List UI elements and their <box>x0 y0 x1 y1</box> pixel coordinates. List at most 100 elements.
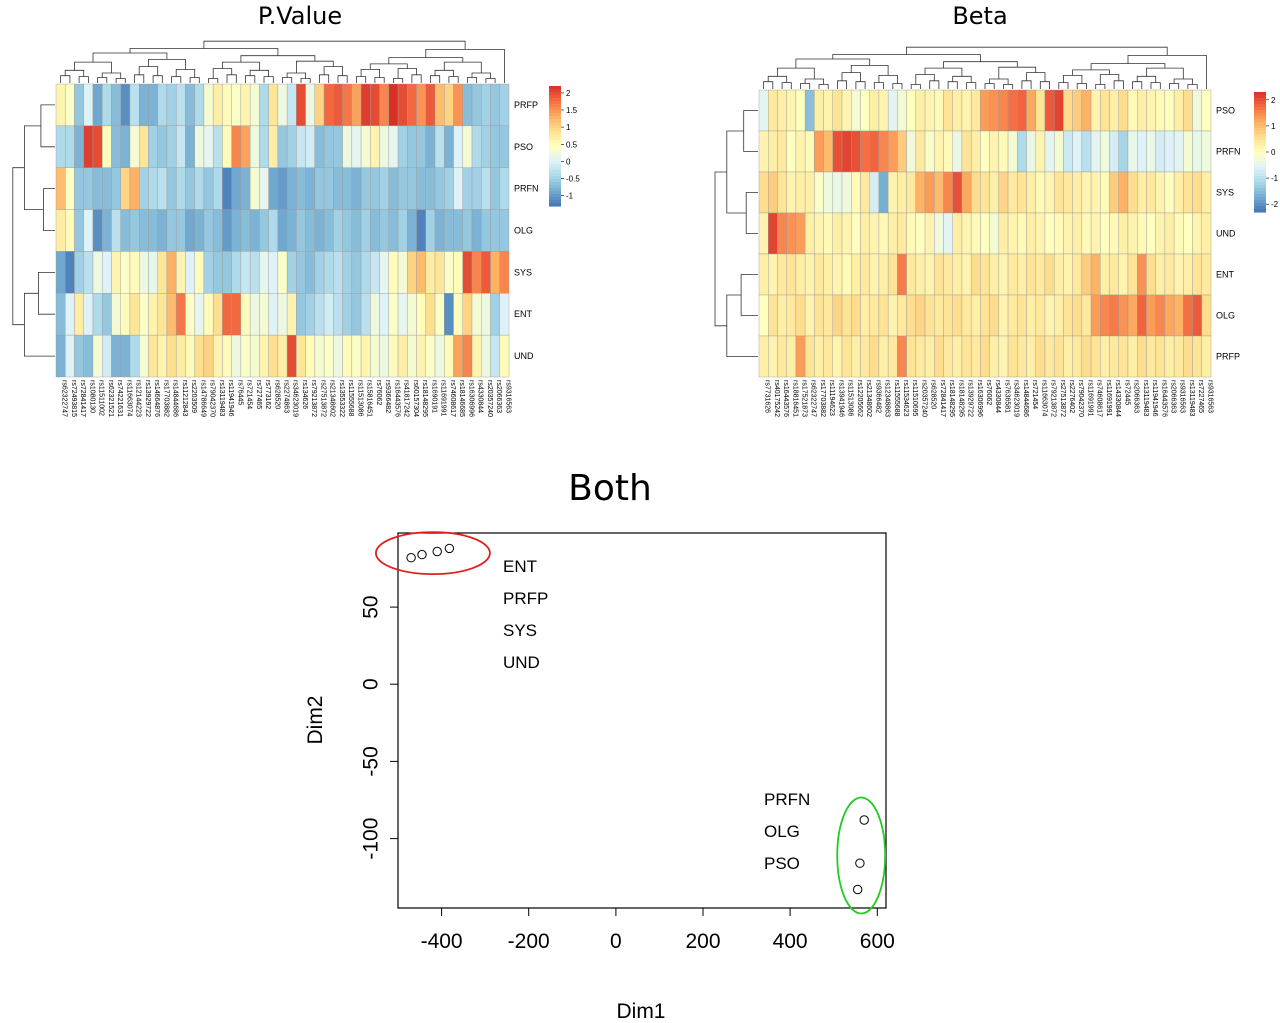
heatmap-cell <box>83 334 94 378</box>
column-label: rs16443576 <box>393 380 400 417</box>
column-label: rs134626 <box>301 380 308 409</box>
heatmap-cell <box>249 125 260 168</box>
legend-swatch <box>549 170 561 174</box>
column-label: rs17703882 <box>819 380 826 417</box>
heatmap-cell <box>268 293 279 336</box>
heatmap-cell <box>157 125 168 168</box>
dendrogram-branch <box>388 57 464 64</box>
dendrogram-branch <box>226 74 237 83</box>
legend-swatch <box>1254 161 1266 165</box>
heatmap-cell <box>425 251 436 294</box>
column-label: rs11941946 <box>227 380 234 417</box>
heatmap-cell <box>102 334 112 378</box>
heatmap-cell <box>351 293 362 336</box>
legend-swatch <box>1254 179 1266 183</box>
heatmap-cell <box>768 171 778 214</box>
heatmap-cell <box>120 251 131 294</box>
dendrogram-branch <box>152 75 163 83</box>
heatmap-cell <box>1146 130 1156 173</box>
heatmap-cell <box>370 125 380 168</box>
heatmap-cell <box>259 167 269 210</box>
heatmap-cell <box>1007 130 1018 173</box>
scatter-point <box>432 546 442 557</box>
column-label: rs11691991 <box>1105 380 1112 417</box>
heatmap-cell <box>1192 171 1202 214</box>
heatmap-cell <box>1164 130 1175 173</box>
heatmap-cell <box>462 83 473 127</box>
heatmap-cell <box>1100 294 1110 337</box>
cluster-label: PSO <box>764 854 800 873</box>
beta-row-labels: PSO PRFN SYS UND ENT OLG PRFP <box>1216 106 1241 362</box>
legend-swatch <box>1254 209 1266 213</box>
heatmap-cell <box>1173 130 1184 173</box>
heatmap-cell <box>934 335 944 378</box>
dendrogram-branch <box>430 75 441 83</box>
legend-swatch <box>549 161 561 165</box>
heatmap-cell <box>897 294 907 337</box>
dendrogram-branch <box>171 76 182 83</box>
row-label: PRFN <box>514 184 539 194</box>
heatmap-cell <box>1136 171 1147 214</box>
heatmap-cell <box>102 251 112 294</box>
dendrogram-branch <box>929 80 940 89</box>
heatmap-cell <box>1007 212 1018 255</box>
heatmap-cell <box>55 251 66 294</box>
legend-swatch <box>549 182 561 186</box>
heatmap-cell <box>1035 294 1046 337</box>
dendrogram-branch <box>203 40 466 50</box>
heatmap-cell <box>878 335 889 378</box>
heatmap-cell <box>1155 89 1166 132</box>
heatmap-cell <box>342 293 353 336</box>
heatmap-cell <box>1192 335 1202 378</box>
heatmap-cell <box>998 294 1009 337</box>
heatmap-cell <box>841 335 852 378</box>
column-label: rs72841417 <box>79 380 86 417</box>
heatmap-cell <box>55 209 66 252</box>
legend-swatch <box>1254 197 1266 201</box>
heatmap-cell <box>1164 253 1175 296</box>
heatmap-cell <box>1201 212 1212 255</box>
legend-swatch <box>549 107 561 111</box>
heatmap-cell <box>897 89 907 132</box>
scatter-point <box>855 858 865 868</box>
heatmap-cell <box>462 209 473 252</box>
heatmap-cell <box>129 334 140 378</box>
heatmap-cell <box>323 83 334 127</box>
dendrogram-branch <box>947 81 958 89</box>
heatmap-cell <box>915 130 926 173</box>
heatmap-cell <box>434 293 445 336</box>
heatmap-cell <box>1173 171 1184 214</box>
y-tick-label: -100 <box>360 818 383 860</box>
scatter-point <box>417 549 427 560</box>
heatmap-cell <box>305 334 316 378</box>
dendrogram-branch <box>138 66 159 76</box>
heatmap-cell <box>305 125 316 168</box>
heatmap-cell <box>379 334 390 378</box>
heatmap-cell <box>1164 335 1175 378</box>
heatmap-cell <box>83 293 94 336</box>
heatmap-cell <box>342 167 353 210</box>
heatmap-cell <box>1063 89 1073 132</box>
heatmap-cell <box>323 167 334 210</box>
heatmap-cell <box>203 334 214 378</box>
heatmap-cell <box>481 251 491 294</box>
row-label: PSO <box>514 142 533 152</box>
column-label: rs2066363 <box>1170 380 1177 413</box>
heatmap-cell <box>887 130 898 173</box>
column-label: rs13941946 <box>837 380 844 417</box>
heatmap-cell <box>175 83 186 127</box>
heatmap-cell <box>481 167 491 210</box>
legend-swatch <box>1254 155 1266 159</box>
column-label: rs11510695 <box>911 380 918 417</box>
heatmap-cell <box>407 209 417 252</box>
heatmap-cell <box>138 209 149 252</box>
heatmap-cell <box>212 125 223 168</box>
legend-swatch <box>1254 95 1266 99</box>
heatmap-cell <box>388 293 399 336</box>
heatmap-cell <box>351 83 362 127</box>
dendrogram-branch <box>300 78 311 83</box>
heatmap-cell <box>444 334 454 378</box>
legend-swatch <box>1254 191 1266 195</box>
heatmap-cell <box>351 167 362 210</box>
